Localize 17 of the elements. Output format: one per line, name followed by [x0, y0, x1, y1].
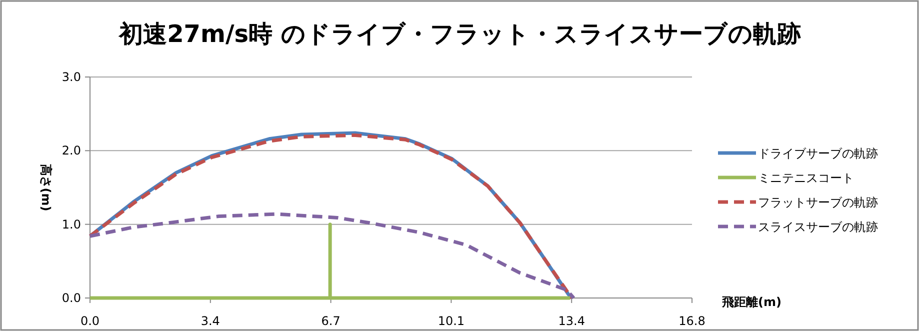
legend-label: ミニテニスコート: [758, 171, 854, 185]
y-tick-label: 1.0: [62, 217, 81, 232]
y-tick-label: 2.0: [62, 144, 81, 158]
chart-title: 初速27m/s時 のドライブ・フラット・スライスサーブの軌跡: [118, 20, 801, 48]
x-axis-title: 飛距離(m): [721, 295, 782, 309]
legend-label: フラットサーブの軌跡: [758, 196, 878, 210]
x-tick-label: 10.1: [438, 314, 465, 328]
x-tick-label: 6.7: [321, 314, 340, 328]
x-tick-label: 16.8: [678, 314, 706, 328]
x-tick-label: 0.0: [80, 314, 100, 328]
legend-label: ドライブサーブの軌跡: [758, 146, 878, 160]
x-tick-label: 13.4: [558, 314, 585, 328]
y-axis-title: 高さ(m): [39, 164, 53, 212]
y-tick-label: 3.0: [62, 70, 81, 84]
x-tick-label: 3.4: [200, 314, 220, 328]
y-tick-label: 0.0: [62, 291, 81, 305]
legend-label: スライスサーブの軌跡: [758, 220, 878, 234]
